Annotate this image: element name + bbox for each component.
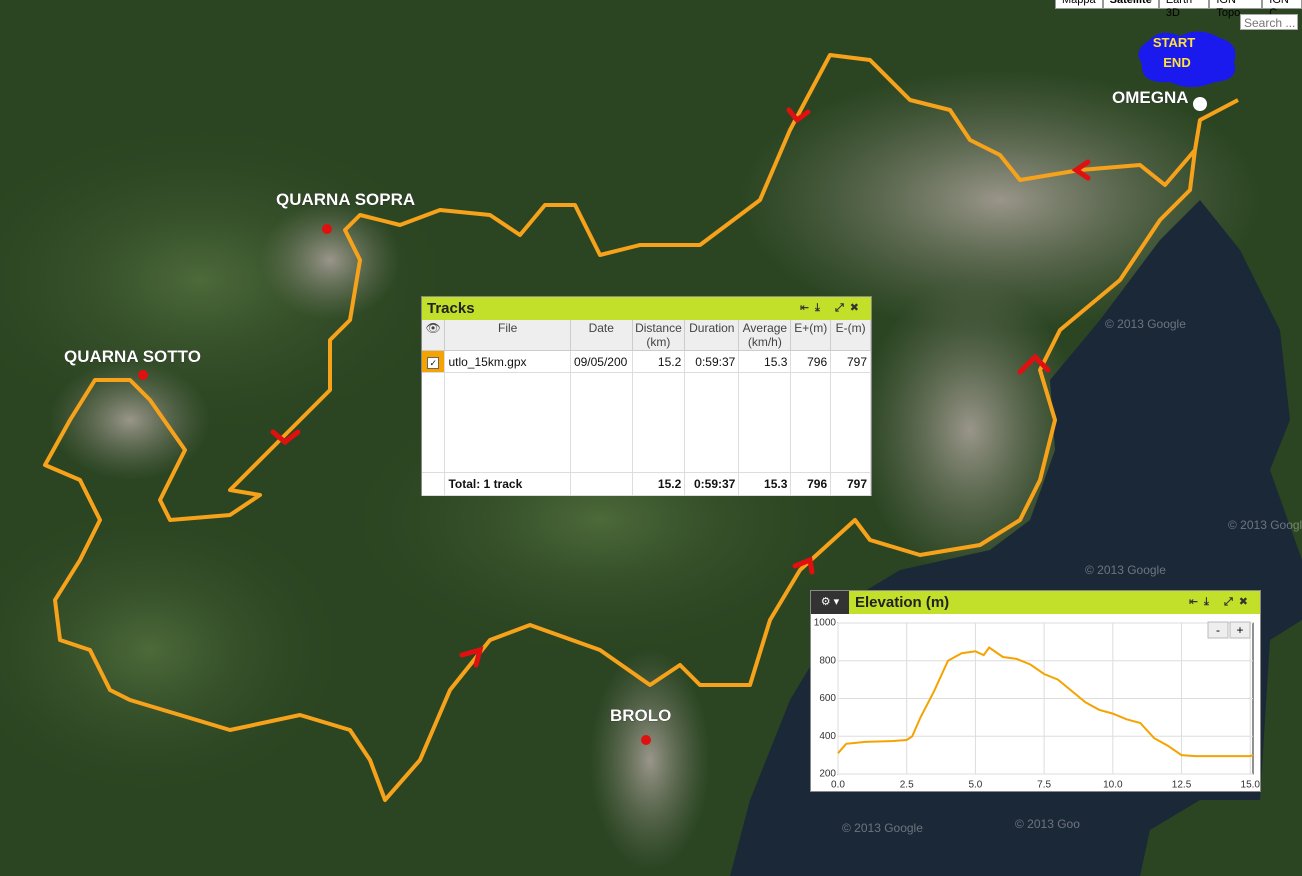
empty-space xyxy=(422,372,871,473)
visibility-header: 👁 xyxy=(422,320,446,351)
zoom-out-label: - xyxy=(1216,623,1220,637)
tracks-panel: Tracks ⇤⤓ ⤢✖ 👁 File Date Distance (km) D… xyxy=(421,296,872,496)
cell: 796 xyxy=(790,350,832,373)
y-tick-label: 600 xyxy=(819,693,836,704)
column-header: E-(m) xyxy=(830,320,871,351)
cell: 15.2 xyxy=(632,350,686,373)
cell: 15.3 xyxy=(738,472,792,496)
cell: utlo_15km.gpx xyxy=(444,350,571,373)
place-label: QUARNA SOTTO xyxy=(64,347,201,366)
watermark: © 2013 Goo xyxy=(1015,817,1080,831)
panel-header: ⚙ ▾ Elevation (m) ⇤⤓ ⤢✖ xyxy=(811,591,1260,614)
map-type-tabs: Mappa Satellite Earth 3D IGN Topo IGN C xyxy=(1055,0,1302,19)
town-area xyxy=(860,280,1080,580)
map-tab[interactable]: Mappa xyxy=(1055,0,1103,9)
place-label: QUARNA SOPRA xyxy=(276,190,415,209)
panel-controls[interactable]: ⇤⤓ ⤢✖ xyxy=(1188,596,1254,608)
cell: 09/05/200 xyxy=(570,350,633,373)
track-checkbox[interactable]: ✓ xyxy=(422,350,446,373)
zoom-in-label: + xyxy=(1236,623,1243,637)
place-label: BROLO xyxy=(610,706,671,725)
place-marker xyxy=(138,370,148,380)
elevation-panel: ⚙ ▾ Elevation (m) ⇤⤓ ⤢✖ - + 200 400 600 800… xyxy=(810,590,1261,792)
cell: Total: 1 track xyxy=(444,472,571,496)
place-marker xyxy=(1193,97,1207,111)
town-area xyxy=(260,200,400,320)
terrain xyxy=(0,120,460,440)
cell: 0:59:37 xyxy=(684,350,740,373)
map-tab[interactable]: Satellite xyxy=(1102,0,1159,9)
cell: 15.3 xyxy=(738,350,792,373)
map-tab[interactable]: IGN Topo xyxy=(1209,0,1263,19)
start-end-marker xyxy=(1138,31,1236,88)
x-tick-label: 12.5 xyxy=(1172,780,1192,791)
watermark: © 2013 Google xyxy=(1085,563,1166,577)
end-label: END xyxy=(1163,55,1190,70)
y-tick-label: 800 xyxy=(819,655,836,666)
elevation-chart: - + 200 400 600 800 1000 0.0 2.5 5.0 7.5 10.0 12.5… xyxy=(814,618,1260,791)
gps-track xyxy=(43,53,1239,802)
arrow xyxy=(792,556,815,575)
panel-header: Tracks ⇤⤓ ⤢✖ xyxy=(422,297,871,320)
tracks-table: 👁 File Date Distance (km) Duration Avera… xyxy=(422,320,871,496)
map-tab[interactable]: Earth 3D xyxy=(1158,0,1210,19)
place-label: OMEGNA xyxy=(1112,88,1189,107)
map-tab[interactable]: IGN C xyxy=(1262,0,1302,19)
settings-button[interactable]: ⚙ ▾ xyxy=(811,591,849,614)
arrow xyxy=(270,429,301,446)
direction-arrows xyxy=(270,107,1091,668)
cell: 797 xyxy=(830,350,871,373)
x-tick-label: 2.5 xyxy=(900,780,914,791)
cell: 15.2 xyxy=(632,472,686,496)
column-header: Date xyxy=(570,320,633,351)
panel-title: Elevation (m) xyxy=(855,594,950,611)
column-header: E+(m) xyxy=(790,320,832,351)
watermark: © 2013 Google xyxy=(842,821,923,835)
place-marker xyxy=(322,224,332,234)
arrow xyxy=(786,107,811,124)
column-header: Duration xyxy=(684,320,740,351)
arrow xyxy=(1017,353,1051,375)
y-tick-label: 400 xyxy=(819,731,836,742)
x-tick-label: 5.0 xyxy=(968,780,982,791)
elevation-line xyxy=(837,646,1254,758)
panel-controls[interactable]: ⇤⤓ ⤢✖ xyxy=(799,302,865,314)
zoom-out[interactable] xyxy=(1207,621,1229,639)
x-tick-label: 15.0 xyxy=(1241,780,1260,791)
y-tick-label: 1000 xyxy=(814,618,837,629)
zoom-in[interactable] xyxy=(1229,621,1251,639)
track-row[interactable]: ✓ utlo_15km.gpx 09/05/200 15.2 0:59:37 1… xyxy=(422,350,871,373)
x-tick-label: 7.5 xyxy=(1037,780,1051,791)
x-tick-label: 10.0 xyxy=(1103,780,1123,791)
cell: 0:59:37 xyxy=(684,472,740,496)
total-row: Total: 1 track 15.2 0:59:37 15.3 796 797 xyxy=(422,472,871,496)
cell: 797 xyxy=(830,472,871,496)
town-area xyxy=(590,650,710,870)
watermark: © 2013 Google xyxy=(1105,317,1186,331)
start-label: START xyxy=(1153,35,1195,50)
arrow xyxy=(459,646,484,668)
watermark: © 2013 Google xyxy=(1228,518,1302,532)
place-marker xyxy=(641,735,651,745)
arrow xyxy=(1071,159,1091,181)
y-tick-label: 200 xyxy=(819,769,836,780)
cell: 796 xyxy=(790,472,832,496)
x-tick-label: 0.0 xyxy=(831,780,845,791)
column-header: Average (km/h) xyxy=(738,320,792,351)
panel-title: Tracks xyxy=(427,300,475,317)
search-box[interactable]: Search ... xyxy=(1240,14,1298,30)
column-header: Distance (km) xyxy=(632,320,686,351)
column-header: File xyxy=(444,320,571,351)
